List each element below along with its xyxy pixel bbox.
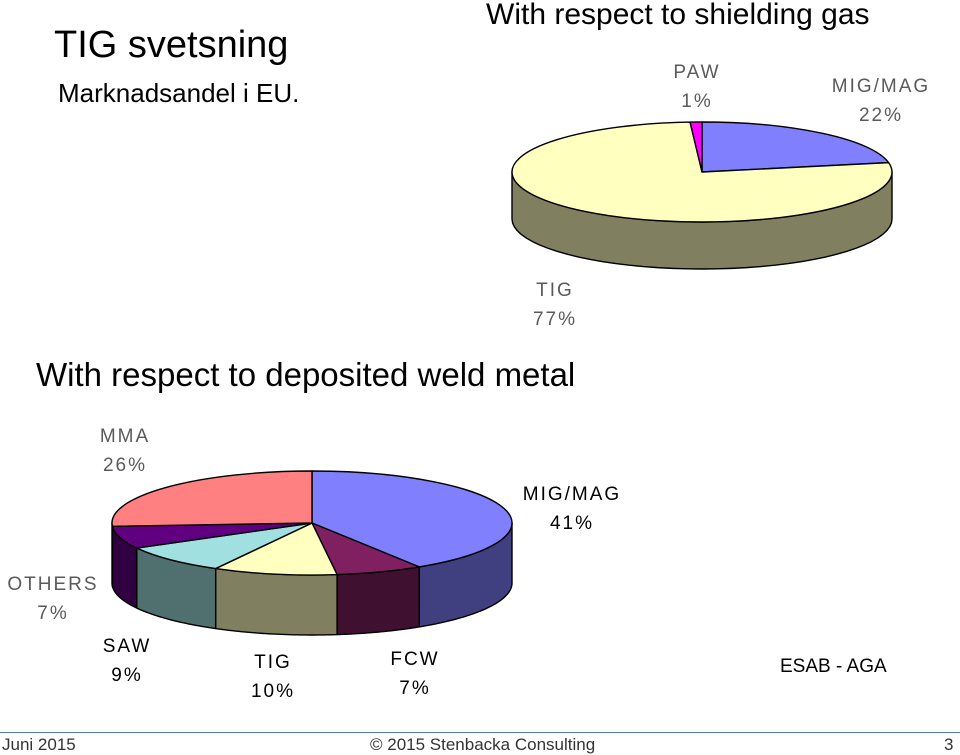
- pie2-label-fcw-value: 7%: [380, 674, 450, 703]
- footer-copyright: © 2015 Stenbacka Consulting: [370, 735, 595, 755]
- page-number: 3: [944, 735, 953, 755]
- footer-date: Juni 2015: [2, 735, 76, 755]
- footer-divider: [0, 732, 960, 733]
- pie1-label-migmag: MIG/MAG 22%: [826, 72, 936, 130]
- pie2-label-saw-name: SAW: [92, 632, 162, 661]
- pie2-label-mma-name: MMA: [90, 422, 160, 451]
- pie1-label-paw-name: PAW: [662, 58, 732, 87]
- pie2-side-tig: [216, 569, 337, 635]
- pie2-label-others-name: OTHERS: [0, 570, 106, 599]
- pie1-label-tig-value: 77%: [525, 305, 585, 334]
- pie2-label-migmag: MIG/MAG 41%: [514, 480, 630, 538]
- pie2-label-saw-value: 9%: [92, 661, 162, 690]
- pie2-label-fcw-name: FCW: [380, 645, 450, 674]
- pie2-label-mma-value: 26%: [90, 451, 160, 480]
- pie2-label-mma: MMA 26%: [90, 422, 160, 480]
- pie1-label-migmag-value: 22%: [826, 101, 936, 130]
- pie2-side-fcw: [337, 567, 419, 635]
- pie2-label-others-value: 7%: [0, 599, 106, 628]
- pie2-label-migmag-name: MIG/MAG: [514, 480, 630, 509]
- pie1-label-paw-value: 1%: [662, 87, 732, 116]
- pie2-label-saw: SAW 9%: [92, 632, 162, 690]
- source-credit: ESAB - AGA: [780, 656, 887, 678]
- pie1-label-migmag-name: MIG/MAG: [826, 72, 936, 101]
- pie2-label-others: OTHERS 7%: [0, 570, 106, 628]
- pie1-label-paw: PAW 1%: [662, 58, 732, 116]
- pie2-label-tig: TIG 10%: [238, 648, 308, 706]
- pie1-label-tig: TIG 77%: [525, 276, 585, 334]
- pie2-label-fcw: FCW 7%: [380, 645, 450, 703]
- pie1-label-tig-name: TIG: [525, 276, 585, 305]
- pie2-label-migmag-value: 41%: [514, 509, 630, 538]
- pie2-label-tig-name: TIG: [238, 648, 308, 677]
- pie2-label-tig-value: 10%: [238, 677, 308, 706]
